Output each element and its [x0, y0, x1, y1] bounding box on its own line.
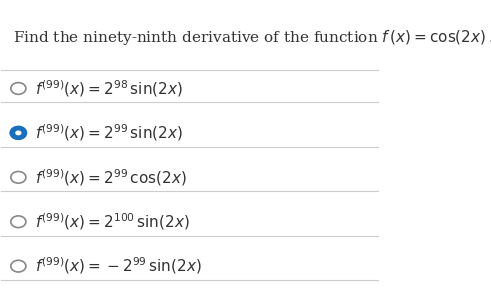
Circle shape: [15, 130, 22, 135]
Circle shape: [11, 83, 26, 94]
Text: $f^{(99)}(x) = 2^{100}\,\sin(2x)$: $f^{(99)}(x) = 2^{100}\,\sin(2x)$: [35, 212, 190, 232]
Text: Find the ninety-ninth derivative of the function $f\,(x) = \cos(2x)\,.$: Find the ninety-ninth derivative of the …: [13, 28, 491, 47]
Text: $f^{(99)}(x) = -2^{99}\,\sin(2x)$: $f^{(99)}(x) = -2^{99}\,\sin(2x)$: [35, 256, 202, 276]
Circle shape: [11, 260, 26, 272]
Text: $f^{(99)}(x) = 2^{99}\,\sin(2x)$: $f^{(99)}(x) = 2^{99}\,\sin(2x)$: [35, 122, 183, 143]
Circle shape: [11, 216, 26, 227]
Text: $f^{(99)}(x) = 2^{99}\,\cos(2x)$: $f^{(99)}(x) = 2^{99}\,\cos(2x)$: [35, 167, 187, 188]
Text: $f^{(99)}(x) = 2^{98}\,\sin(2x)$: $f^{(99)}(x) = 2^{98}\,\sin(2x)$: [35, 78, 183, 99]
Circle shape: [11, 171, 26, 183]
Circle shape: [11, 127, 26, 139]
